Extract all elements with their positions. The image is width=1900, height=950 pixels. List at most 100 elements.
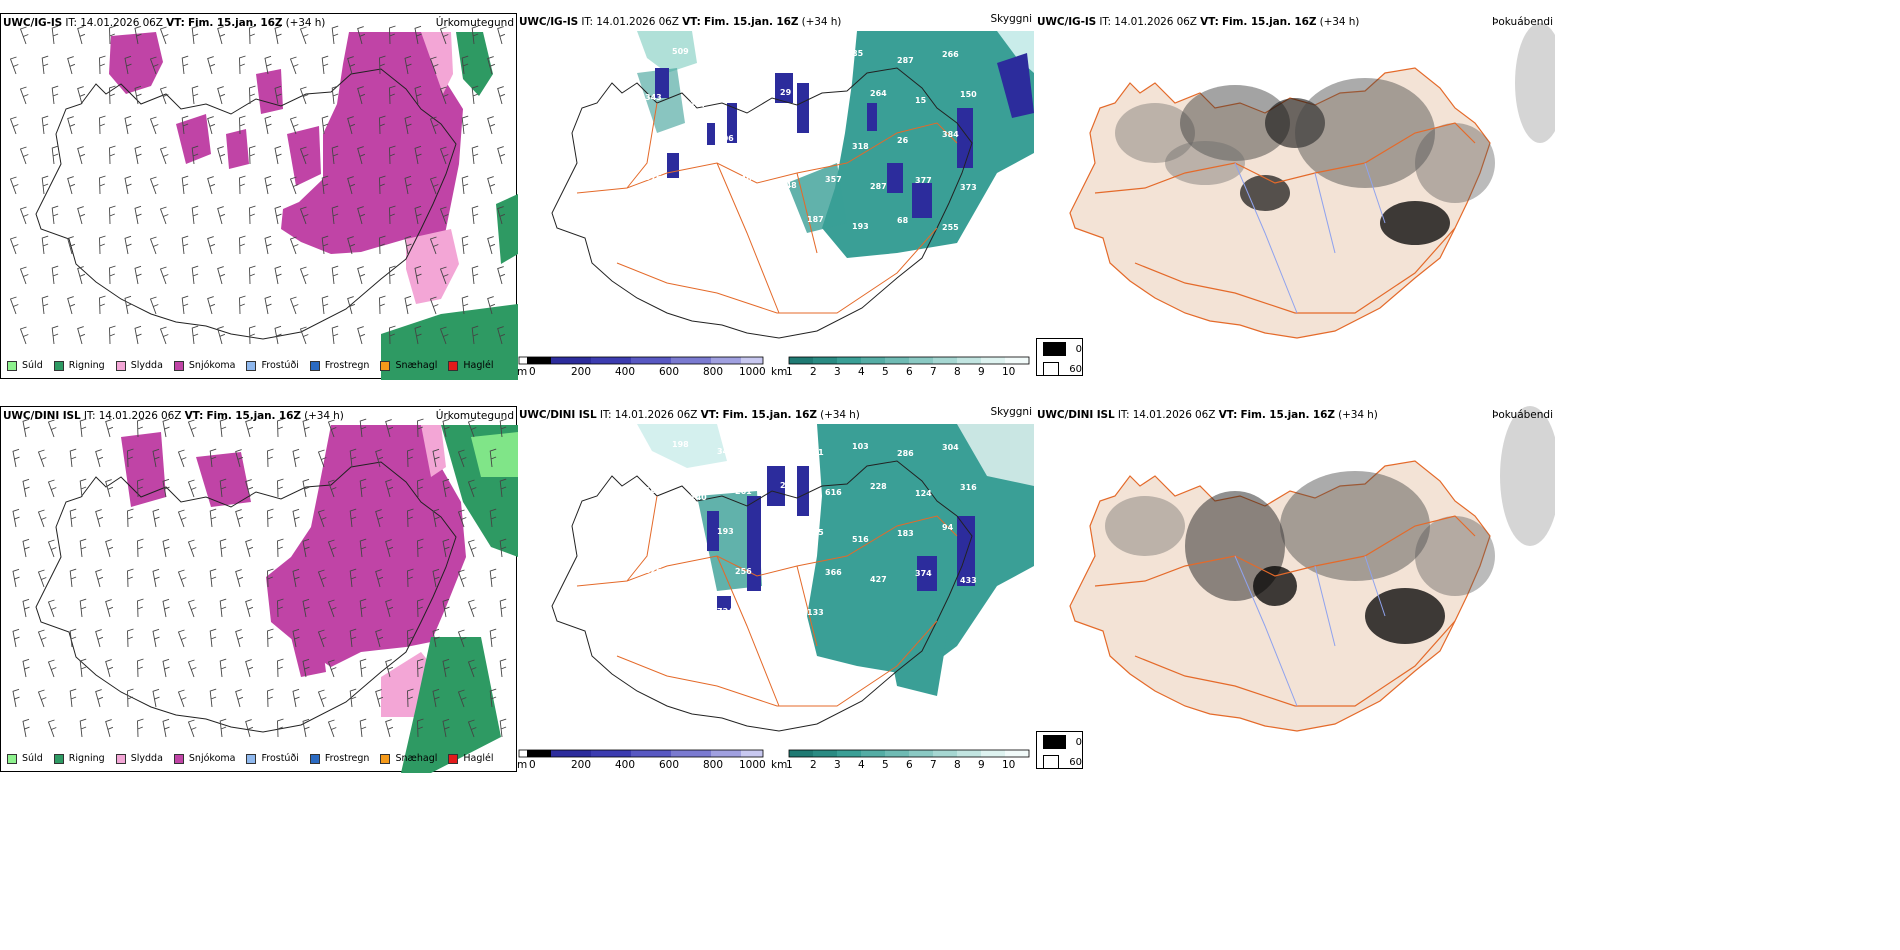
wind-barb	[152, 448, 160, 468]
wind-barb	[79, 418, 87, 438]
vis-scale: km 1 2 3 4 5 6 7 8 9 10	[771, 748, 1036, 775]
wind-barb	[77, 26, 86, 45]
wind-barb	[9, 296, 19, 315]
wind-barb	[467, 659, 477, 678]
cloud-base-label: 261	[600, 99, 617, 108]
ceiling-patches	[655, 68, 973, 218]
wind-barb	[327, 479, 337, 498]
cloud-base-label: 343	[645, 93, 662, 102]
cloud-base-label: 304	[942, 443, 959, 452]
wind-barb	[127, 448, 134, 468]
precip-legend: Súld Rigning Slydda Snjókoma Frostúði Frostre…	[7, 360, 505, 371]
cloud-base-label: 228	[870, 482, 887, 491]
wind-barb	[274, 145, 282, 165]
vis-scale: km 1 2 3 4 5 6 7 8 9 10	[771, 355, 1036, 382]
legend-label: Snjókoma	[188, 360, 236, 371]
legend-label: Frostúði	[261, 753, 299, 764]
wind-barb	[347, 176, 356, 195]
wind-barb	[249, 145, 256, 165]
cloud-base-label: 266	[942, 50, 959, 59]
wind-barb	[274, 25, 282, 45]
wind-barb	[289, 56, 299, 75]
wind-barb	[99, 175, 106, 195]
cloud-base-label: 168	[645, 486, 662, 495]
wind-barb	[124, 235, 132, 255]
cloud-base-label: 142	[762, 141, 779, 150]
wind-barb	[69, 448, 77, 468]
wind-barb	[327, 539, 337, 558]
wind-barb	[245, 419, 254, 438]
wind-barb	[47, 599, 57, 618]
wind-barb	[299, 206, 309, 225]
cloud-base-labels: 153 180 198 347 215 371 103 286 304 286 168 140 261 2…	[582, 439, 977, 628]
wind-barb	[389, 85, 396, 105]
wind-barb	[357, 206, 366, 225]
wind-barb	[95, 689, 104, 708]
wind-barb	[137, 658, 144, 678]
cloud-base-label: 355	[807, 528, 824, 537]
wind-barb	[321, 55, 329, 75]
wind-barb	[379, 55, 386, 75]
wind-barb	[317, 569, 327, 588]
wind-barb	[149, 236, 159, 255]
legend-item: Haglél	[448, 360, 494, 371]
wind-barb	[302, 658, 310, 678]
wind-barb	[499, 478, 507, 498]
cloud-base-label: 286	[600, 492, 617, 501]
vis-tick: 10	[1002, 366, 1015, 378]
wind-barb	[22, 598, 30, 618]
wind-barb	[22, 418, 30, 438]
wind-barb	[442, 598, 450, 618]
wind-barb	[385, 599, 394, 618]
wind-barb	[349, 628, 357, 648]
wind-barb	[299, 266, 309, 285]
wind-barb	[404, 175, 412, 195]
wind-barb	[9, 116, 19, 135]
wind-barb	[177, 689, 187, 708]
wind-barb	[489, 688, 497, 708]
wind-barb	[349, 568, 357, 588]
wind-barb	[191, 265, 199, 285]
wind-barb	[414, 325, 422, 345]
wind-barb	[67, 296, 76, 315]
cloud-base-label: 554	[627, 226, 644, 235]
cloud-base-label: 662	[825, 95, 842, 104]
cloud-base-label: 376	[645, 173, 662, 182]
wind-barb	[245, 539, 254, 558]
legend-item: Rigning	[53, 360, 105, 371]
cloud-base-label: 193	[717, 527, 734, 536]
fog-map-2	[1069, 406, 1555, 732]
wind-barb	[217, 146, 226, 165]
wind-barb	[359, 538, 367, 558]
wind-barb	[467, 419, 477, 438]
wind-barb	[127, 628, 134, 648]
legend-swatch	[448, 753, 459, 764]
wind-barb	[12, 448, 20, 468]
wind-barb	[239, 295, 246, 315]
cloud-base-label: 170	[627, 526, 644, 535]
cloud-base-label: 748	[780, 181, 797, 190]
cloud-base-label: 85	[852, 49, 864, 58]
wind-barb	[321, 175, 329, 195]
wind-barb	[302, 718, 310, 738]
legend-label: Snæhagl	[395, 360, 438, 371]
legend-label: Rigning	[68, 360, 105, 371]
wind-barb	[264, 295, 272, 315]
wind-barb	[461, 55, 469, 75]
wind-barb	[47, 719, 57, 738]
wind-barb	[389, 145, 396, 165]
wind-barb	[134, 265, 142, 285]
wind-barb	[77, 86, 86, 105]
wind-barb	[22, 658, 30, 678]
wind-barb	[299, 26, 309, 45]
cloud-base-label: 296	[582, 532, 599, 541]
legend-item: Snæhagl	[380, 360, 437, 371]
wind-barb	[457, 509, 467, 528]
wind-barb	[99, 115, 106, 135]
cloud-base-labels: 944 374 509 160 101 151 85 287 266 261 343 187 62 29 6…	[582, 46, 977, 235]
vis-tick: 7	[930, 366, 937, 378]
ceiling-tick: 0	[529, 759, 536, 771]
wind-barb	[499, 418, 507, 438]
wind-barb	[137, 598, 144, 618]
wind-barb	[375, 629, 384, 648]
